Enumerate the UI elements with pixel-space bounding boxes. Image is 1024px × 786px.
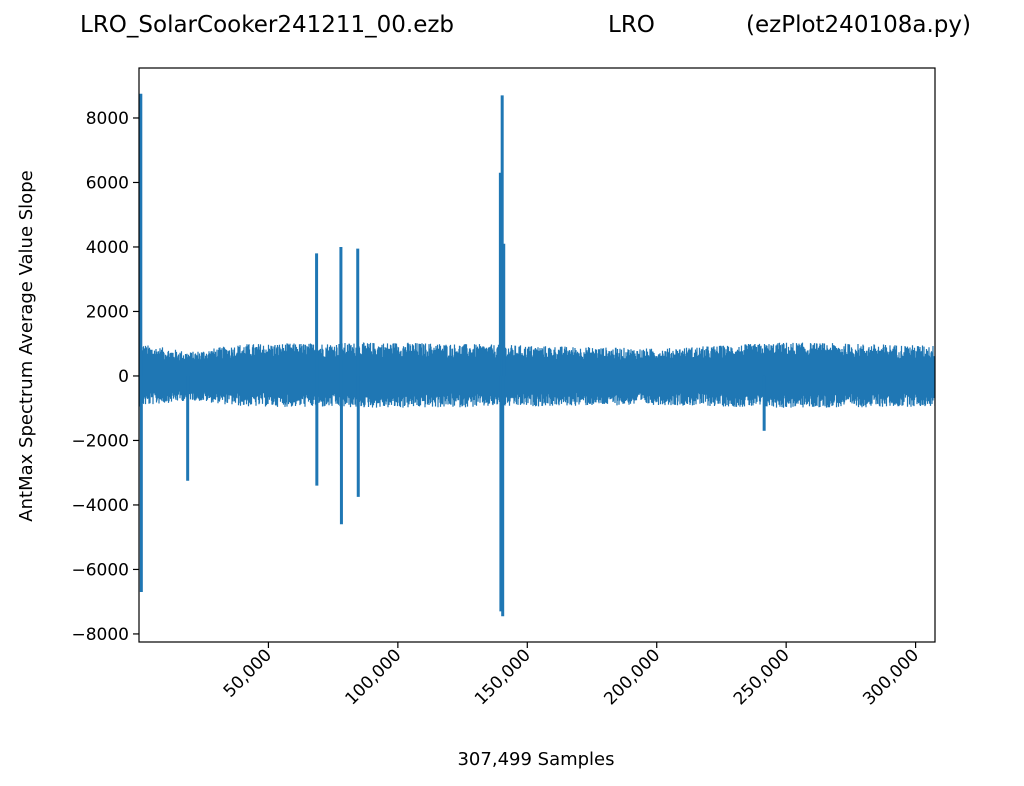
y-tick-label: 6000	[86, 173, 129, 193]
plot-area	[139, 93, 935, 617]
chart-title-left: LRO_SolarCooker241211_00.ezb	[80, 12, 455, 38]
chart-title-right: (ezPlot240108a.py)	[746, 12, 971, 38]
y-tick-label: −8000	[71, 625, 129, 645]
y-tick-label: −6000	[71, 560, 129, 580]
y-tick-label: −4000	[71, 496, 129, 516]
series-group	[139, 93, 935, 617]
y-axis-label: AntMax Spectrum Average Value Slope	[16, 170, 37, 521]
x-tick-label: 100,000	[342, 645, 406, 709]
y-tick-label: −2000	[71, 431, 129, 451]
x-tick-label: 150,000	[471, 645, 535, 709]
x-axis-label: 307,499 Samples	[457, 749, 614, 770]
y-tick-label: 0	[118, 367, 129, 387]
chart-title-middle: LRO	[608, 12, 655, 38]
y-tick-label: 4000	[86, 238, 129, 258]
series-line	[139, 342, 935, 408]
x-tick-label: 200,000	[600, 645, 664, 709]
x-tick-label: 250,000	[730, 645, 794, 709]
y-tick-label: 2000	[86, 302, 129, 322]
y-tick-label: 8000	[86, 109, 129, 129]
plot-frame	[138, 67, 936, 643]
x-tick-label: 50,000	[220, 645, 276, 701]
x-tick-label: 300,000	[859, 645, 923, 709]
